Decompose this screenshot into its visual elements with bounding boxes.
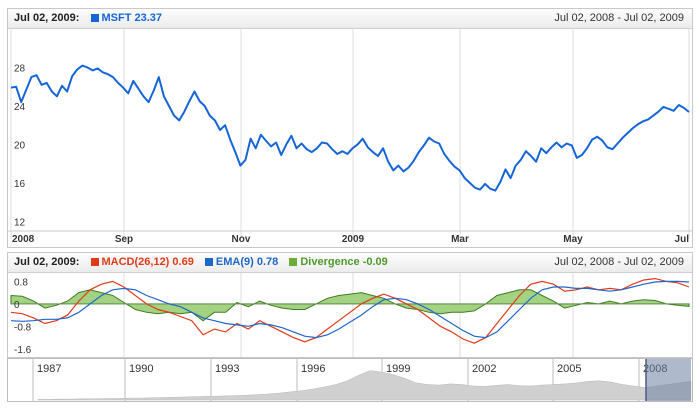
y-tick-label: 12	[14, 217, 26, 228]
navigator-area	[37, 370, 692, 401]
price-chart[interactable]: 2008 Sep Nov 2009 Mar May Jul 12 16 20 24 28	[8, 9, 692, 247]
ema-legend-value: 0.78	[256, 256, 279, 268]
msft-legend-value: 23.37	[134, 12, 163, 24]
macd-legend-swatch	[90, 258, 99, 266]
x-tick-label: Mar	[451, 234, 469, 245]
x-tick-label: 2008	[12, 234, 35, 245]
ema-line	[10, 280, 690, 339]
msft-legend-swatch	[90, 14, 99, 22]
x-tick-label: Jul	[675, 234, 690, 245]
divergence-legend-swatch	[289, 258, 298, 266]
y-tick-label: 20	[14, 140, 26, 151]
y-tick-label: -1.6	[14, 345, 32, 356]
macd-panel: Jul 02, 2009: MACD(26,12) 0.69 EMA(9) 0.…	[7, 252, 693, 358]
legend-date: Jul 02, 2009:	[14, 12, 80, 24]
msft-price-line	[10, 64, 690, 192]
y-tick-label: 0	[14, 300, 20, 311]
ema-legend-swatch	[204, 258, 213, 266]
x-tick-label: 2009	[342, 234, 365, 245]
x-tick-label: Nov	[232, 234, 251, 245]
y-tick-label: 0.8	[14, 277, 28, 288]
navigator-selection-window	[646, 359, 691, 401]
divergence-legend-label: Divergence	[300, 256, 360, 268]
price-panel-header: Jul 02, 2009: MSFT 23.37 Jul 02, 2008 - …	[8, 9, 692, 29]
y-tick-label: -0.8	[14, 322, 32, 333]
macd-date-range-label: Jul 02, 2008 - Jul 02, 2009	[554, 256, 684, 268]
navigator-year-label: 1987	[37, 363, 61, 375]
macd-legend-date: Jul 02, 2009:	[14, 256, 80, 268]
y-tick-label: 24	[14, 102, 26, 113]
navigator-year-label: 1996	[301, 363, 325, 375]
navigator-chart[interactable]: 19871990199319961999200220052008	[8, 359, 692, 401]
macd-panel-header: Jul 02, 2009: MACD(26,12) 0.69 EMA(9) 0.…	[8, 253, 692, 273]
macd-chart[interactable]: -1.6 -0.8 0 0.8	[8, 253, 692, 357]
navigator-year-label: 1993	[215, 363, 239, 375]
macd-line	[10, 277, 690, 344]
date-range-label: Jul 02, 2008 - Jul 02, 2009	[554, 12, 684, 24]
navigator-year-label: 2005	[557, 363, 581, 375]
price-panel: Jul 02, 2009: MSFT 23.37 Jul 02, 2008 - …	[7, 8, 693, 248]
divergence-area	[10, 289, 690, 322]
navigator-year-label: 1999	[386, 363, 410, 375]
ema-legend-label: EMA(9)	[215, 256, 254, 268]
navigator-year-label: 1990	[129, 363, 153, 375]
y-tick-label: 28	[14, 63, 26, 74]
navigator-year-label: 2002	[472, 363, 496, 375]
x-tick-label: Sep	[115, 234, 133, 245]
divergence-legend-value: -0.09	[362, 256, 388, 268]
msft-legend-label: MSFT	[101, 12, 132, 24]
macd-legend-value: 0.69	[172, 256, 194, 268]
y-tick-label: 16	[14, 179, 26, 190]
macd-legend-label: MACD(26,12)	[101, 256, 170, 268]
x-tick-label: May	[563, 234, 583, 245]
timeline-navigator[interactable]: 19871990199319961999200220052008	[7, 358, 693, 402]
